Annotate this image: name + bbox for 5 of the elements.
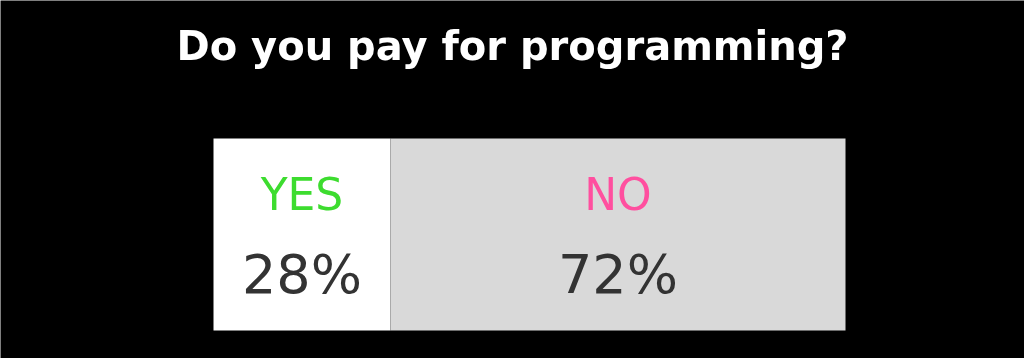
data-label: 72%	[557, 243, 678, 306]
series-label: YES	[259, 169, 344, 220]
series-label: NO	[584, 169, 652, 220]
data-label: 28%	[241, 243, 362, 306]
chart-title: Do you pay for programming?	[176, 22, 849, 69]
